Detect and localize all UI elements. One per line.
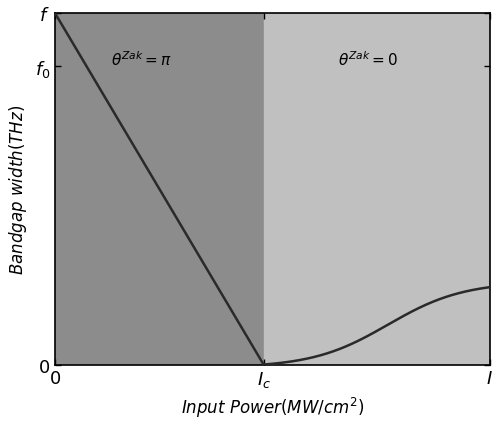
Y-axis label: $\mathit{Bandgap\ width(THz)}$: $\mathit{Bandgap\ width(THz)}$ bbox=[7, 104, 29, 274]
Bar bbox=[264, 14, 490, 365]
Bar bbox=[55, 14, 264, 365]
Text: $\theta^{Zak}=\pi$: $\theta^{Zak}=\pi$ bbox=[112, 50, 172, 69]
Text: $\theta^{Zak}=0$: $\theta^{Zak}=0$ bbox=[338, 50, 398, 69]
X-axis label: $\mathit{Input\ Power(MW/cm^2)}$: $\mathit{Input\ Power(MW/cm^2)}$ bbox=[180, 395, 364, 419]
